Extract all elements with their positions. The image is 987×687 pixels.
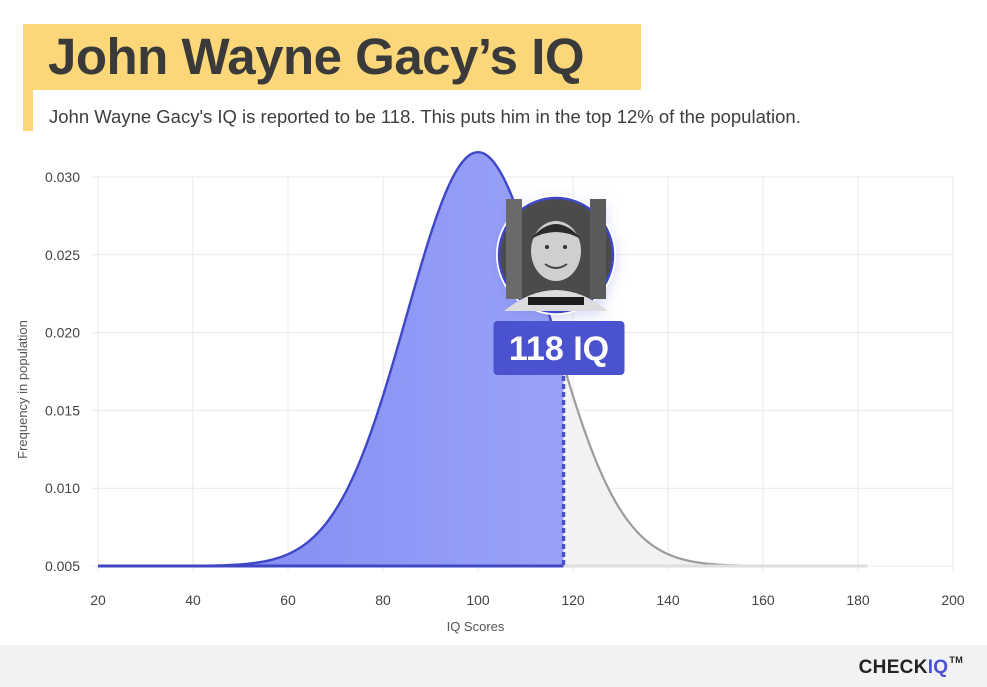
x-tick-label: 200 — [941, 592, 965, 608]
marker-label: 118 IQ — [509, 330, 609, 368]
accent-stripe — [23, 90, 33, 131]
portrait-face — [531, 221, 581, 281]
logo-prefix: CHECK — [858, 657, 928, 678]
y-tick-label: 0.015 — [45, 402, 80, 418]
y-tick-label: 0.030 — [45, 169, 80, 185]
y-axis-title: Frequency in population — [15, 320, 30, 459]
portrait-bg-right — [590, 199, 606, 299]
page-title: John Wayne Gacy’s IQ — [48, 28, 585, 85]
portrait-bg-left — [506, 199, 522, 299]
right-tail-area — [563, 364, 868, 566]
portrait-eye-right — [563, 245, 567, 249]
x-tick-label: 100 — [466, 592, 490, 608]
chart-marker: 118 IQ — [493, 195, 625, 566]
y-tick-label: 0.010 — [45, 480, 80, 496]
x-tick-label: 40 — [185, 592, 201, 608]
title-highlight — [23, 24, 641, 90]
marker-label-box — [493, 321, 625, 375]
x-tick-label: 60 — [280, 592, 296, 608]
y-tick-label: 0.005 — [45, 558, 80, 574]
x-tick-label: 160 — [751, 592, 775, 608]
y-tick-label: 0.020 — [45, 325, 80, 341]
portrait-hair — [531, 224, 581, 239]
footer-bar: CHECKIQTM — [0, 645, 987, 687]
page-subtitle: John Wayne Gacy's IQ is reported to be 1… — [49, 106, 801, 127]
portrait-placard — [528, 297, 584, 305]
x-tick-label: 120 — [561, 592, 585, 608]
chart-axes: 20 40 60 80 100 120 140 160 180 200 0.005 0.010 0.01… — [15, 169, 965, 634]
portrait-eye-left — [545, 245, 549, 249]
chart-areas — [98, 150, 868, 568]
x-tick-label: 140 — [656, 592, 680, 608]
logo-accent: IQ — [927, 657, 949, 678]
person-portrait-icon — [496, 195, 616, 315]
x-tick-label: 180 — [846, 592, 870, 608]
x-axis-title: IQ Scores — [447, 619, 505, 634]
x-tick-label: 20 — [90, 592, 106, 608]
logo-tm: TM — [949, 655, 963, 665]
filled-area — [98, 152, 564, 566]
x-tick-label: 80 — [375, 592, 391, 608]
iq-distribution-chart: 20 40 60 80 100 120 140 160 180 200 0.005 0.010 0.01… — [15, 150, 965, 634]
y-tick-label: 0.025 — [45, 247, 80, 263]
portrait-mouth — [544, 263, 568, 269]
checkiq-logo: CHECKIQTM — [858, 655, 963, 679]
